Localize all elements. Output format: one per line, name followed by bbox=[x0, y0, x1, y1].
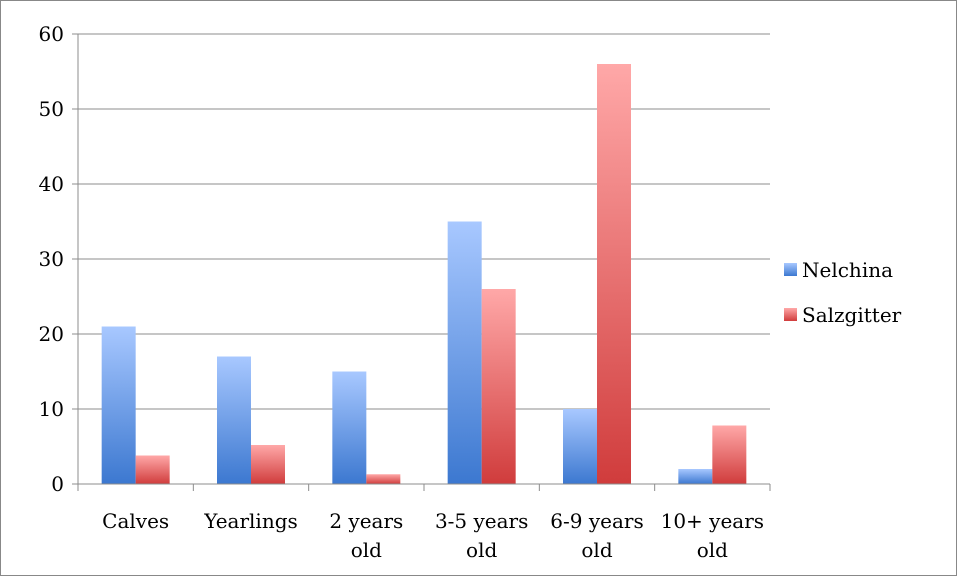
y-tick-label: 40 bbox=[39, 172, 64, 196]
bar-nelchina-0 bbox=[101, 326, 136, 484]
x-tick-label: 6-9 years bbox=[550, 509, 643, 533]
legend-swatch-salzgitter bbox=[784, 308, 797, 321]
bar-nelchina-3 bbox=[447, 221, 482, 484]
bar-salzgitter-0 bbox=[135, 455, 170, 484]
gridlines bbox=[78, 33, 770, 485]
x-tick-label: Yearlings bbox=[203, 509, 298, 533]
x-tick-label: old bbox=[466, 538, 497, 562]
legend: Nelchina Salzgitter bbox=[784, 258, 902, 327]
bar-nelchina-1 bbox=[217, 356, 251, 484]
legend-swatch-nelchina bbox=[784, 263, 797, 276]
bar-nelchina-2 bbox=[332, 371, 367, 484]
x-tick-label: Calves bbox=[102, 509, 169, 533]
y-tick-label: 30 bbox=[39, 247, 64, 271]
legend-label-nelchina: Nelchina bbox=[802, 258, 893, 282]
x-tick-label: old bbox=[581, 538, 612, 562]
bar-salzgitter-5 bbox=[712, 425, 747, 484]
y-tick-label: 10 bbox=[39, 397, 64, 421]
bar-salzgitter-4 bbox=[597, 64, 631, 484]
bar-salzgitter-3 bbox=[481, 289, 516, 484]
x-tick-label: 10+ years bbox=[661, 509, 764, 533]
bar-nelchina-5 bbox=[678, 469, 713, 484]
y-tick-label: 50 bbox=[39, 97, 64, 121]
bar-salzgitter-2 bbox=[366, 474, 401, 484]
bar-salzgitter-1 bbox=[251, 445, 285, 484]
legend-label-salzgitter: Salzgitter bbox=[802, 303, 902, 327]
x-tick-label: old bbox=[351, 538, 382, 562]
bar-nelchina-4 bbox=[563, 409, 597, 484]
axes: 0 10 20 30 40 50 60 Calves Yearlings 2 years old 3-… bbox=[39, 22, 771, 562]
x-tick-label: 3-5 years bbox=[435, 509, 528, 533]
bars bbox=[101, 64, 747, 484]
x-tick-label: old bbox=[697, 538, 728, 562]
y-tick-label: 0 bbox=[51, 472, 64, 496]
y-tick-label: 20 bbox=[39, 322, 64, 346]
y-tick-label: 60 bbox=[39, 22, 64, 46]
x-tick-label: 2 years bbox=[329, 509, 403, 533]
